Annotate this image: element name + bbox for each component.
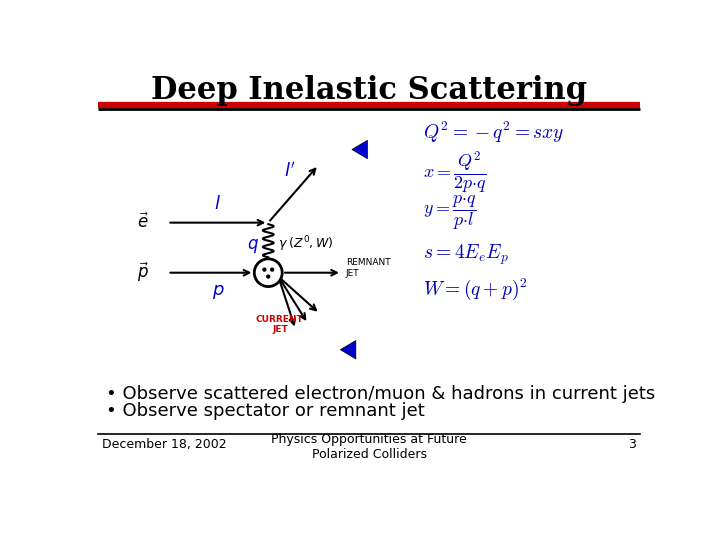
Circle shape [270,267,274,272]
Text: $l'$: $l'$ [284,161,296,180]
Text: CURRENT
JET: CURRENT JET [256,315,304,334]
Text: $\gamma\;(Z^0, W)$: $\gamma\;(Z^0, W)$ [277,234,333,254]
Text: • Observe scattered electron/muon & hadrons in current jets: • Observe scattered electron/muon & hadr… [106,386,654,403]
Polygon shape [341,340,356,359]
Text: 3: 3 [629,438,636,451]
Text: $\vec{e}$: $\vec{e}$ [137,213,148,232]
Text: $W=(q+p)^2$: $W=(q+p)^2$ [423,277,528,302]
Text: $Q^2=-q^2=sxy$: $Q^2=-q^2=sxy$ [423,120,564,145]
Text: $q$: $q$ [247,237,259,255]
Text: Deep Inelastic Scattering: Deep Inelastic Scattering [151,76,587,106]
Text: $p$: $p$ [212,283,224,301]
Text: $\vec{p}$: $\vec{p}$ [137,261,149,285]
Text: $s=4E_eE_p$: $s=4E_eE_p$ [423,243,509,267]
Circle shape [266,274,271,279]
Text: $l$: $l$ [215,195,221,213]
Text: $y=\dfrac{p{\cdot}q}{p{\cdot}l}$: $y=\dfrac{p{\cdot}q}{p{\cdot}l}$ [423,193,477,232]
Polygon shape [352,140,367,159]
Circle shape [262,267,266,272]
Text: REMNANT
JET: REMNANT JET [346,258,390,278]
Circle shape [254,259,282,287]
Text: December 18, 2002: December 18, 2002 [102,438,226,451]
Text: • Observe spectator or remnant jet: • Observe spectator or remnant jet [106,402,424,420]
Text: Physics Opportunities at Future
Polarized Colliders: Physics Opportunities at Future Polarize… [271,433,467,461]
Text: $x=\dfrac{Q^2}{2p{\cdot}q}$: $x=\dfrac{Q^2}{2p{\cdot}q}$ [423,150,487,195]
